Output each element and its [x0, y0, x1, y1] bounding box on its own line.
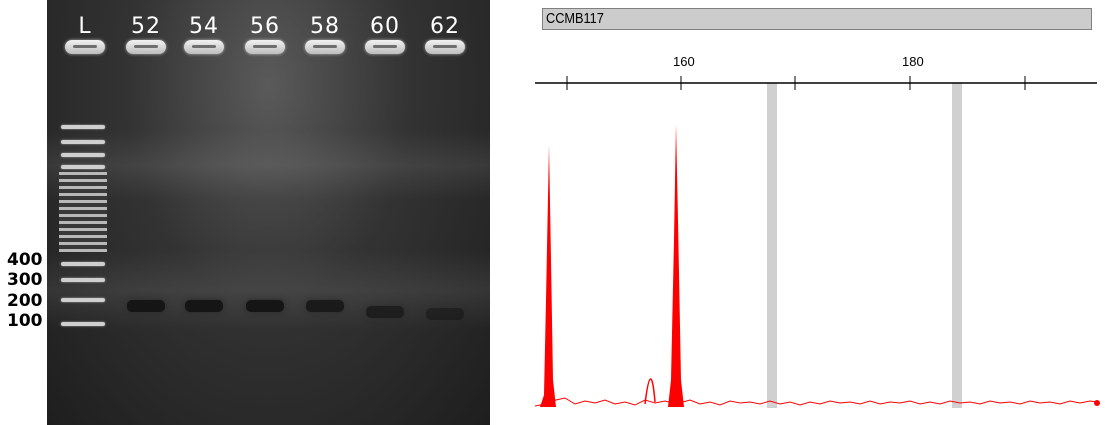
size-label-300: 300	[7, 270, 43, 290]
axis-tick-label: 180	[902, 54, 924, 69]
trace-peak	[540, 145, 556, 407]
allele-bin	[767, 83, 777, 408]
lane-label: 56	[250, 14, 280, 39]
ladder-band	[61, 298, 105, 302]
gel-well	[245, 40, 285, 54]
sample-band	[366, 306, 404, 318]
lane-label: 62	[430, 14, 460, 39]
lane-label: 60	[370, 14, 400, 39]
gel-image: L 52 54 56 58 60 62	[47, 0, 490, 425]
marker-header-bar: CCMB117	[542, 8, 1092, 30]
sample-band	[306, 300, 344, 312]
size-label-100: 100	[7, 311, 43, 331]
sample-band	[185, 300, 223, 312]
sample-band	[426, 308, 464, 320]
lane-label-ladder: L	[78, 14, 92, 39]
gel-well	[65, 40, 105, 54]
sample-band	[246, 300, 284, 312]
ladder-band	[61, 153, 105, 157]
ladder-smear	[59, 172, 107, 252]
lane-label: 52	[131, 14, 161, 39]
ladder-band	[61, 262, 105, 266]
trace-peak	[668, 124, 684, 407]
gel-well	[425, 40, 465, 54]
size-label-400: 400	[7, 250, 43, 270]
trace-baseline	[534, 397, 1098, 407]
gel-well	[184, 40, 224, 54]
trace-stutter-peak	[644, 378, 656, 405]
ladder-band	[61, 125, 105, 129]
size-label-200: 200	[7, 291, 43, 311]
ladder-band	[61, 165, 105, 169]
sample-band	[127, 300, 165, 312]
gel-well	[305, 40, 345, 54]
axis-tick-label: 160	[673, 54, 695, 69]
gel-haze	[47, 250, 490, 330]
lane-label: 58	[310, 14, 340, 39]
trace-end-dot	[1094, 400, 1100, 406]
marker-name: CCMB117	[546, 10, 604, 27]
gel-well	[126, 40, 166, 54]
ladder-band	[61, 322, 105, 326]
gel-haze	[47, 130, 490, 200]
allele-bin	[952, 83, 962, 408]
ladder-band	[61, 140, 105, 144]
gel-well	[365, 40, 405, 54]
lane-label: 54	[189, 14, 219, 39]
ladder-band	[61, 278, 105, 282]
